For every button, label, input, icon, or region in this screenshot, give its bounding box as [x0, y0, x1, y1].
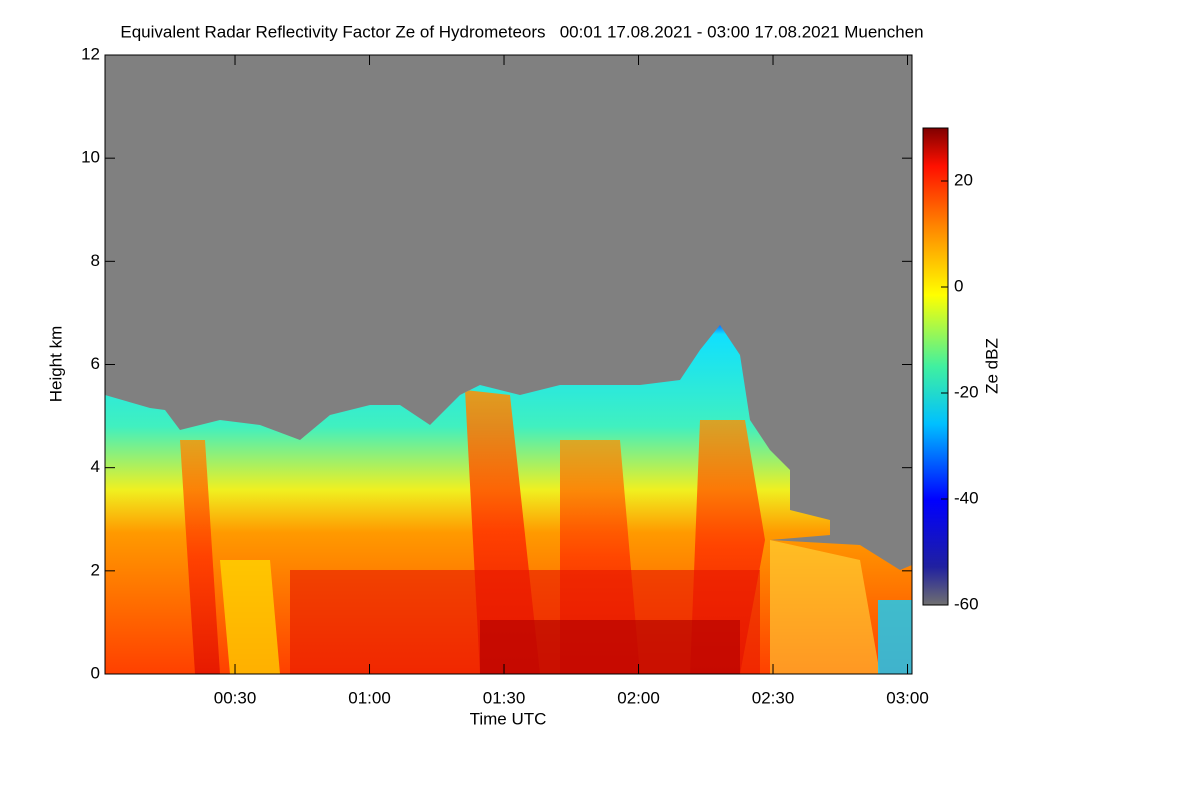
- colorbar-tick-label: -20: [954, 382, 979, 401]
- x-tick-label: 02:00: [617, 688, 660, 707]
- x-tick-label: 00:30: [214, 688, 257, 707]
- colorbar-label: Ze dBZ: [982, 338, 1001, 394]
- y-tick-label: 10: [81, 148, 100, 167]
- x-tick-label: 03:00: [886, 688, 929, 707]
- y-tick-label: 0: [91, 663, 100, 682]
- x-axis-label: Time UTC: [470, 709, 547, 728]
- y-tick-label: 2: [91, 560, 100, 579]
- y-tick-label: 4: [91, 457, 100, 476]
- y-tick-label: 6: [91, 354, 100, 373]
- chart-title: Equivalent Radar Reflectivity Factor Ze …: [120, 22, 923, 41]
- x-tick-label: 01:30: [483, 688, 526, 707]
- colorbar: [922, 127, 949, 606]
- x-tick-label: 01:00: [348, 688, 391, 707]
- colorbar-tick-label: 0: [954, 276, 963, 295]
- colorbar-tick-label: -40: [954, 488, 979, 507]
- colorbar-tick-label: -60: [954, 594, 979, 613]
- y-tick-label: 8: [91, 251, 100, 270]
- y-axis-label: Height km: [46, 326, 65, 403]
- colorbar-tick-label: 20: [954, 170, 973, 189]
- x-tick-label: 02:30: [752, 688, 795, 707]
- y-tick-label: 12: [81, 44, 100, 63]
